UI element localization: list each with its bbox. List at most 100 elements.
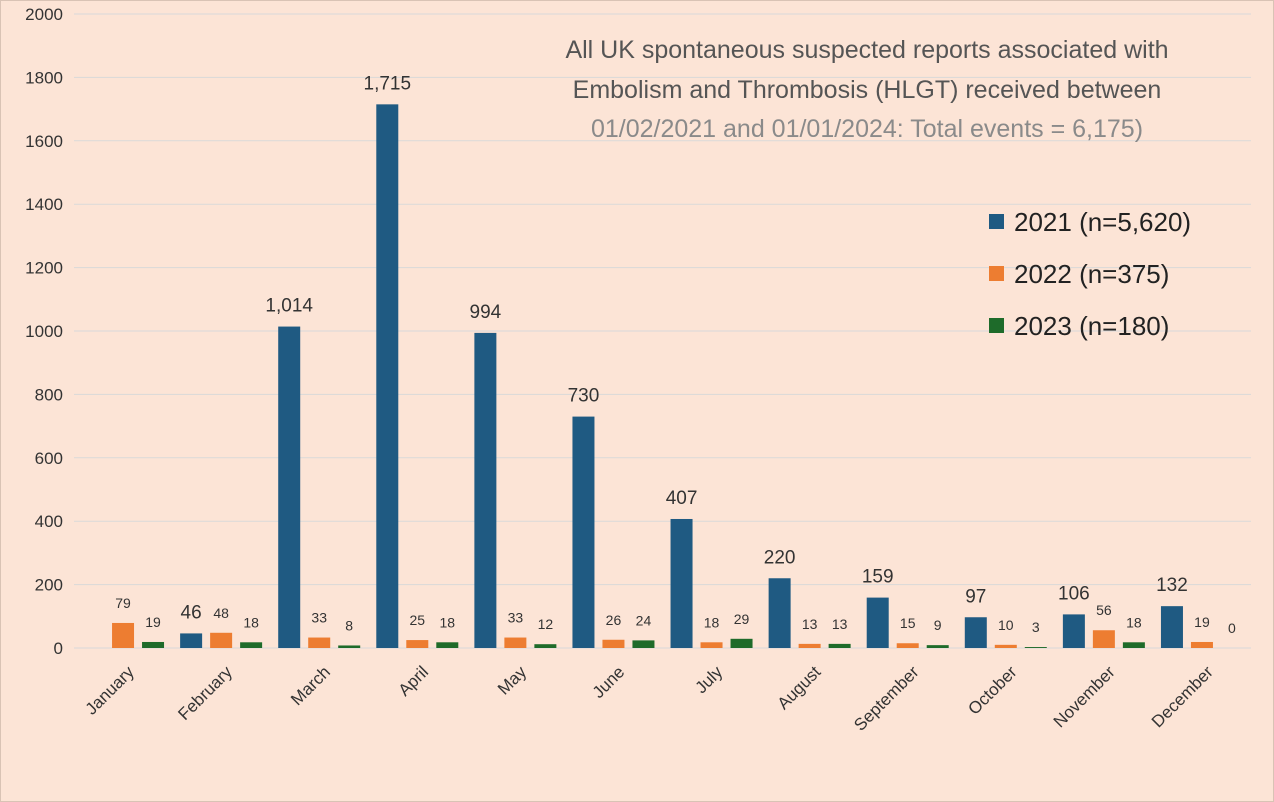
data-label: 79 [115, 595, 131, 611]
data-label: 407 [666, 488, 698, 509]
bar [798, 643, 821, 648]
x-tick-label: December [1148, 662, 1217, 731]
bar [376, 104, 399, 649]
chart-title-line-3: 01/02/2021 and 01/01/2024: Total events … [591, 115, 1143, 143]
x-tick-label: September [850, 662, 922, 734]
legend-swatch-2023 [989, 318, 1004, 333]
bar [572, 416, 595, 648]
data-label: 0 [1228, 620, 1236, 636]
data-label: 106 [1058, 583, 1090, 604]
bar [338, 645, 361, 648]
bar [828, 643, 851, 648]
data-label: 13 [832, 616, 848, 632]
bar [632, 640, 655, 648]
bar [866, 597, 889, 648]
data-label: 1,014 [265, 296, 313, 317]
x-tick-label: October [964, 662, 1020, 718]
data-label: 132 [1156, 575, 1188, 596]
bar [602, 639, 625, 648]
data-labels: 79 19 46 48 18 1,014 33 8 1,715 25 18 994 33 12 730 26 2… [115, 73, 1236, 636]
bar [1190, 641, 1213, 648]
x-tick-label: February [174, 662, 236, 724]
data-label: 12 [538, 616, 554, 632]
y-axis: 0 200 400 600 800 1000 1200 1400 1600 1800 2000 [25, 5, 63, 658]
bar [436, 642, 459, 648]
bar [730, 638, 753, 648]
bar [142, 641, 165, 648]
data-label: 18 [243, 614, 259, 630]
bar [896, 643, 919, 648]
x-tick-label: March [287, 662, 334, 709]
chart-title: All UK spontaneous suspected reports ass… [565, 36, 1168, 143]
data-label: 25 [410, 612, 426, 628]
data-label: 730 [568, 386, 600, 407]
y-tick-label: 400 [35, 512, 63, 531]
y-tick-label: 1600 [25, 132, 63, 151]
x-tick-label: January [82, 662, 139, 719]
data-label: 1,715 [364, 73, 412, 94]
y-tick-label: 1400 [25, 195, 63, 214]
legend-label-2022: 2022 (n=375) [1014, 259, 1169, 289]
bar [1024, 647, 1047, 648]
data-label: 18 [1126, 614, 1142, 630]
x-tick-label: June [589, 662, 629, 702]
data-label: 97 [965, 586, 986, 607]
y-tick-label: 600 [35, 449, 63, 468]
data-label: 15 [900, 615, 916, 631]
data-label: 26 [606, 612, 622, 628]
data-label: 56 [1096, 602, 1112, 618]
bar [210, 632, 233, 648]
bar [308, 637, 331, 648]
y-tick-label: 1800 [25, 68, 63, 87]
bar [278, 326, 301, 648]
x-tick-label: November [1050, 662, 1119, 731]
bar [1160, 606, 1183, 648]
bar [240, 642, 263, 648]
y-tick-label: 2000 [25, 5, 63, 24]
bar [474, 332, 497, 648]
bar [700, 642, 723, 648]
bars [112, 104, 1213, 649]
bar [1062, 614, 1085, 648]
data-label: 46 [181, 602, 202, 623]
data-label: 29 [734, 611, 750, 627]
y-tick-label: 800 [35, 385, 63, 404]
bar [994, 644, 1017, 648]
y-tick-label: 0 [54, 639, 63, 658]
x-tick-label: August [774, 662, 825, 713]
bar [180, 633, 203, 648]
legend-label-2023: 2023 (n=180) [1014, 311, 1169, 341]
data-label: 10 [998, 617, 1014, 633]
data-label: 159 [862, 567, 894, 588]
data-label: 24 [636, 612, 652, 628]
data-label: 18 [440, 614, 456, 630]
y-tick-label: 200 [35, 576, 63, 595]
gridlines [74, 13, 1251, 649]
data-label: 19 [145, 614, 161, 630]
data-label: 220 [764, 547, 796, 568]
data-label: 13 [802, 616, 818, 632]
data-label: 33 [311, 610, 327, 626]
chart-title-line-1: All UK spontaneous suspected reports ass… [565, 36, 1168, 64]
bar [534, 644, 557, 648]
bar [1092, 630, 1115, 648]
chart-title-line-2: Embolism and Thrombosis (HLGT) received … [573, 76, 1162, 104]
bar [406, 640, 429, 648]
data-label: 994 [470, 302, 502, 323]
data-label: 3 [1032, 619, 1040, 635]
data-label: 9 [934, 617, 942, 633]
legend: 2021 (n=5,620) 2022 (n=375) 2023 (n=180) [989, 207, 1191, 341]
bar [1122, 642, 1145, 648]
bar [504, 637, 527, 648]
y-tick-label: 1200 [25, 259, 63, 278]
bar [964, 617, 987, 648]
bar [768, 578, 791, 648]
data-label: 33 [508, 610, 524, 626]
x-tick-label: April [395, 662, 432, 699]
bar [670, 518, 693, 648]
data-label: 8 [345, 617, 353, 633]
data-label: 48 [213, 605, 229, 621]
legend-swatch-2022 [989, 266, 1004, 281]
